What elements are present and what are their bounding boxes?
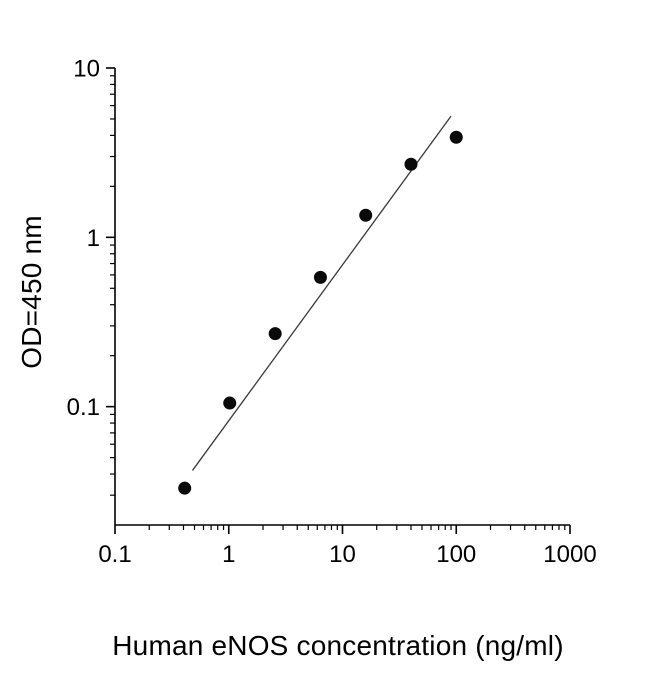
data-point [359, 208, 373, 222]
x-axis-title: Human eNOS concentration (ng/ml) [112, 630, 564, 661]
x-tick-label: 10 [329, 541, 356, 568]
x-tick-label: 0.1 [98, 541, 131, 568]
data-point [449, 130, 463, 144]
data-point [223, 396, 237, 410]
data-point [178, 481, 192, 495]
y-tick-label: 10 [73, 56, 100, 83]
data-point [313, 270, 327, 284]
x-tick-label: 100 [436, 541, 476, 568]
fit-line [191, 115, 452, 471]
data-point [268, 327, 282, 341]
x-tick-label: 1000 [543, 541, 596, 568]
data-point [404, 157, 418, 171]
x-tick-label: 1 [222, 541, 235, 568]
y-tick-label: 1 [87, 225, 100, 252]
y-axis-title: OD=450 nm [16, 215, 47, 369]
y-tick-label: 0.1 [67, 394, 100, 421]
